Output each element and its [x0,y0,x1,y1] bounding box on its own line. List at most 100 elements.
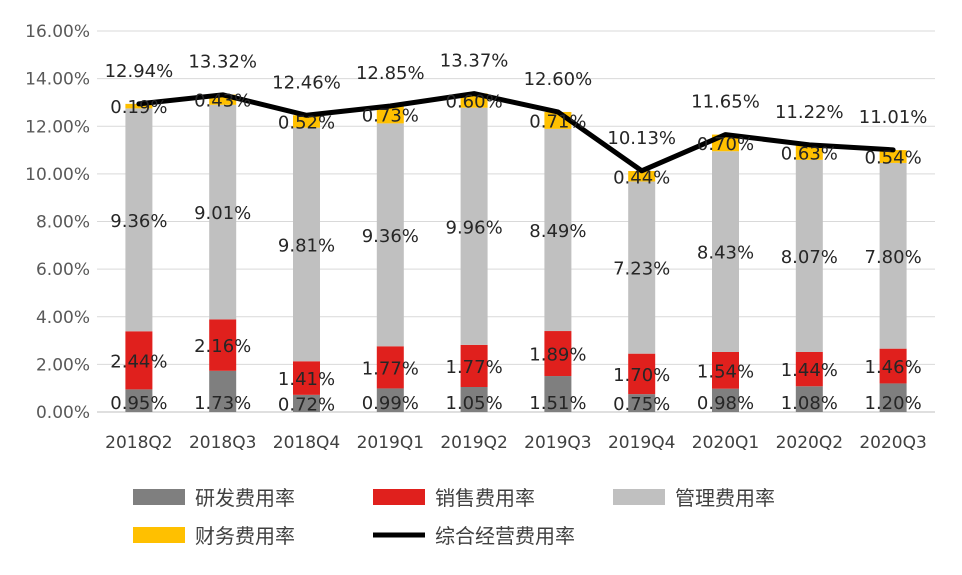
data-label-finance: 0.60% [446,92,503,113]
data-label-total: 12.94% [105,61,174,82]
legend-swatch [133,489,185,505]
data-label-total: 11.65% [691,92,760,113]
bar-segment [879,348,907,384]
data-label-rd: 1.73% [194,393,251,414]
data-label-finance: 0.70% [697,134,754,155]
bar-segment [795,386,823,412]
data-label-rd: 1.20% [865,393,922,414]
y-axis-tick-labels: 0.00% 2.00% 4.00% 6.00% 8.00% 10.00% 12.00% 14.… [25,22,90,423]
data-label-admin: 9.81% [278,235,335,256]
data-label-total: 13.32% [188,52,257,73]
data-label-admin: 7.23% [613,259,670,280]
data-label-sales: 1.89% [529,345,586,366]
grid-lines [97,30,935,413]
legend-label: 销售费用率 [435,486,535,510]
bar-segment [460,107,488,345]
bar-segment [712,388,739,412]
x-tick-label: 2019Q4 [608,433,675,453]
bar-segment [125,331,153,390]
data-label-admin: 9.36% [362,226,419,247]
bar-segment [544,331,572,377]
x-tick-label: 2020Q3 [859,433,926,453]
y-tick-label: 2.00% [36,355,90,375]
data-label-finance: 0.52% [278,112,335,133]
data-label-admin: 7.80% [865,247,922,268]
legend-swatch [373,489,425,505]
data-label-sales: 2.44% [110,351,167,372]
data-label-sales: 1.54% [697,361,754,382]
x-tick-label: 2018Q3 [189,433,256,453]
bar-segment [376,106,404,124]
legend-label: 综合经营费用率 [435,524,575,548]
bar-segment [628,353,656,395]
bar-segment [460,386,488,412]
bar-segment [879,383,907,412]
bar-segment [293,127,320,362]
data-label-admin: 9.36% [110,211,167,232]
bar-segment [544,376,572,412]
x-tick-label: 2020Q2 [776,433,843,453]
data-label-sales: 1.77% [446,357,503,378]
bar-segment [209,104,237,320]
bar-segment [544,128,572,332]
data-label-finance: 0.54% [865,147,922,168]
legend-label: 财务费用率 [195,524,295,548]
y-tick-label: 12.00% [25,117,90,137]
data-label-total: 12.46% [272,72,341,93]
bar-segment [712,351,739,389]
y-tick-label: 16.00% [25,22,90,42]
data-label-finance: 0.71% [529,111,586,132]
bar-segment [795,144,823,160]
bar-segment [879,162,907,349]
y-tick-label: 8.00% [36,213,90,233]
legend-swatch [613,489,665,505]
data-label-total: 11.22% [775,102,844,123]
bar-segment [376,346,404,389]
data-label-rd: 1.51% [529,393,586,414]
data-label-admin: 8.49% [529,221,586,242]
data-label-sales: 1.46% [865,357,922,378]
data-label-finance: 0.19% [110,97,167,118]
y-tick-label: 4.00% [36,308,90,328]
data-label-total: 10.13% [607,128,676,149]
data-label-total: 12.60% [524,69,593,90]
legend-swatch [133,527,185,543]
bar-segment [209,94,237,105]
data-label-finance: 0.43% [194,91,251,112]
bar-segment [293,361,320,395]
data-label-rd: 1.08% [781,393,838,414]
data-label-sales: 2.16% [194,336,251,357]
data-label-rd: 1.05% [446,393,503,414]
data-label-total: 13.37% [440,50,509,71]
bar-segment [712,151,739,352]
data-label-rd: 0.95% [110,393,167,414]
bar-segment [376,388,404,412]
total-expense-line [136,91,896,174]
x-tick-label: 2019Q3 [524,433,591,453]
data-label-admin: 9.96% [446,217,503,238]
bar-segment [628,171,656,182]
bar-segment [795,159,823,352]
x-axis-tick-labels: 2018Q2 2018Q3 2018Q4 2019Q1 2019Q2 2019Q3 2019… [105,433,927,453]
data-label-finance: 0.44% [613,167,670,188]
data-label-sales: 1.44% [781,360,838,381]
x-tick-label: 2019Q1 [357,433,424,453]
data-label-finance: 0.63% [781,143,838,164]
data-label-admin: 8.43% [697,243,754,264]
data-label-admin: 9.01% [194,203,251,224]
data-label-sales: 1.70% [613,365,670,386]
bar-segment [209,319,237,371]
data-labels: 0.95% 2.44% 9.36% 0.19% 12.94% 1.73% 2.16% 9.01… [105,50,928,415]
data-label-rd: 0.99% [362,393,419,414]
data-label-finance: 0.73% [362,106,419,127]
bar-segment [209,370,237,412]
bar-segment [376,123,404,347]
data-label-rd: 0.72% [278,394,335,415]
data-label-admin: 8.07% [781,247,838,268]
y-tick-label: 0.00% [36,403,90,423]
bar-segment [795,351,823,387]
bar-segment [879,150,907,163]
data-label-total: 12.85% [356,63,425,84]
